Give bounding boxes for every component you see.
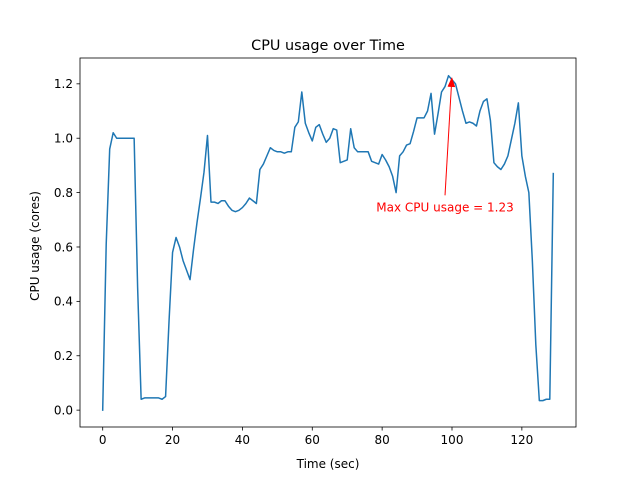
cpu-usage-line <box>101 74 555 411</box>
axes-frame <box>79 57 577 428</box>
y-axis-label: CPU usage (cores) <box>28 191 42 301</box>
x-tick-label: 80 <box>375 433 390 447</box>
x-tick-label: 60 <box>305 433 320 447</box>
y-tick-label: 0.8 <box>54 186 73 200</box>
axis-ticks: 0 20 40 60 80 100 120 0.0 0.2 0.4 0.6 0.8 1.0 1.2 <box>54 77 533 447</box>
x-axis-label: Time (sec) <box>296 457 360 471</box>
y-tick-label: 0.4 <box>54 295 73 309</box>
y-tick-label: 0.0 <box>54 403 73 417</box>
x-tick-label: 40 <box>235 433 250 447</box>
plot-area <box>101 74 555 411</box>
x-tick-label: 120 <box>510 433 533 447</box>
y-tick-label: 0.6 <box>54 240 73 254</box>
max-annotation-text: Max CPU usage = 1.23 <box>376 200 513 214</box>
annotation-arrow-head <box>447 76 456 88</box>
annotation-arrow-shaft <box>444 86 452 196</box>
x-tick-label: 100 <box>441 433 464 447</box>
x-tick-label: 0 <box>99 433 107 447</box>
y-tick-label: 1.2 <box>54 77 73 91</box>
chart-title: CPU usage over Time <box>251 38 405 54</box>
x-tick-label: 20 <box>165 433 180 447</box>
y-tick-label: 1.0 <box>54 132 73 146</box>
y-tick-label: 0.2 <box>54 349 73 363</box>
